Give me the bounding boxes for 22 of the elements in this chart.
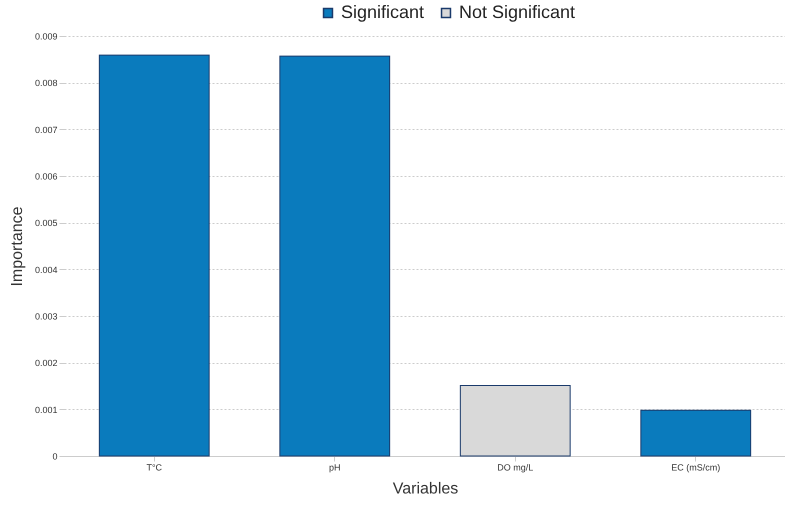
y-tick-label: 0: [52, 452, 58, 462]
y-tick-label: 0.008: [34, 78, 58, 88]
bar: [98, 54, 210, 456]
y-tick-label: 0.002: [34, 358, 58, 368]
y-tick-label: 0.004: [34, 264, 58, 275]
bar: [460, 385, 571, 456]
y-tick-label: 0.006: [34, 172, 58, 182]
x-tick-label: EC (mS/cm): [671, 462, 720, 472]
y-axis-title: Importance: [8, 206, 26, 287]
y-tick-label: 0.001: [34, 404, 58, 415]
x-tick-label: DO mg/L: [497, 462, 534, 472]
y-tick-label: 0.005: [34, 218, 58, 228]
y-tick-label: 0.003: [34, 312, 58, 322]
bar: [279, 56, 390, 456]
y-tick-label: 0.007: [34, 124, 58, 135]
x-tick-label: pH: [328, 462, 341, 472]
bar: [640, 410, 752, 456]
x-tick-label: T°C: [146, 462, 163, 472]
x-axis-title: Variables: [392, 480, 458, 498]
legend-label: Not Significant: [459, 2, 576, 22]
y-tick-label: 0.009: [34, 32, 58, 42]
legend-label: Significant: [341, 2, 424, 22]
